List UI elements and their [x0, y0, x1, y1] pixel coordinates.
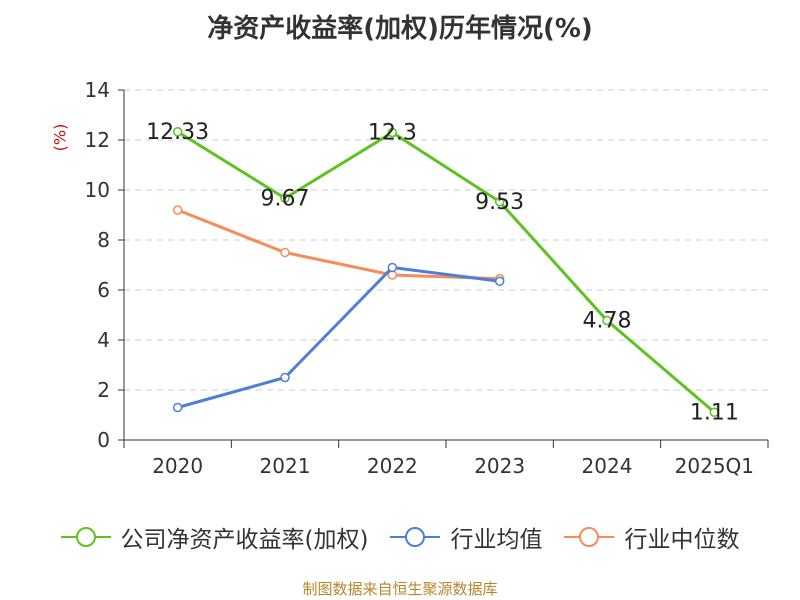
x-tick-label: 2021 — [260, 454, 311, 478]
legend-item-company[interactable]: 公司净资产收益率(加权) — [60, 520, 369, 554]
legend-marker-industry-median-icon — [564, 527, 615, 547]
y-tick-label: 14 — [85, 78, 110, 102]
data-point-1 — [280, 372, 290, 383]
x-tick-label: 2024 — [582, 454, 633, 478]
data-label: 9.53 — [475, 190, 524, 215]
legend-item-industry-mean[interactable]: 行业均值 — [390, 520, 542, 554]
legend: 公司净资产收益率(加权) 行业均值 行业中位数 — [0, 520, 800, 554]
data-point-1 — [387, 262, 398, 273]
data-point-2 — [280, 247, 290, 258]
legend-marker-industry-mean-icon — [390, 527, 441, 547]
legend-marker-company-icon — [60, 527, 111, 547]
data-label: 1.11 — [690, 400, 739, 425]
data-point-0 — [280, 193, 290, 203]
series-line-2 — [177, 208, 500, 281]
y-tick-label: 0 — [97, 428, 110, 452]
legend-label-industry-mean: 行业均值 — [450, 527, 543, 553]
data-label: 4.78 — [583, 309, 632, 334]
y-tick-label: 4 — [97, 328, 110, 352]
series-line-1 — [177, 266, 500, 409]
data-point-0 — [172, 127, 183, 137]
legend-item-industry-median[interactable]: 行业中位数 — [564, 520, 739, 554]
data-source-note: 制图数据来自恒生聚源数据库 — [302, 580, 498, 598]
data-point-1 — [494, 276, 505, 286]
data-label: 12.33 — [146, 120, 209, 145]
y-tick-label: 2 — [97, 378, 110, 402]
y-tick-label: 6 — [97, 278, 110, 302]
data-label: 9.67 — [261, 186, 310, 211]
x-tick-label: 2020 — [152, 454, 203, 478]
legend-label-industry-median: 行业中位数 — [624, 527, 740, 553]
series-line-0 — [176, 130, 716, 414]
data-point-2 — [172, 205, 183, 215]
data-point-0 — [387, 127, 398, 138]
x-tick-label: 2023 — [474, 454, 525, 478]
y-tick-label: 12 — [85, 128, 110, 152]
legend-label-company: 公司净资产收益率(加权) — [120, 527, 369, 553]
data-point-1 — [172, 402, 183, 413]
chart-title: 净资产收益率(加权)历年情况(%) — [207, 14, 593, 44]
y-tick-label: 8 — [97, 228, 110, 252]
data-point-0 — [602, 315, 612, 326]
x-tick-label: 2022 — [367, 454, 418, 478]
data-label: 12.3 — [368, 121, 417, 146]
data-point-0 — [709, 407, 720, 417]
data-point-0 — [494, 197, 505, 207]
y-tick-label: 10 — [85, 178, 110, 202]
x-tick-label: 2025Q1 — [675, 454, 754, 478]
